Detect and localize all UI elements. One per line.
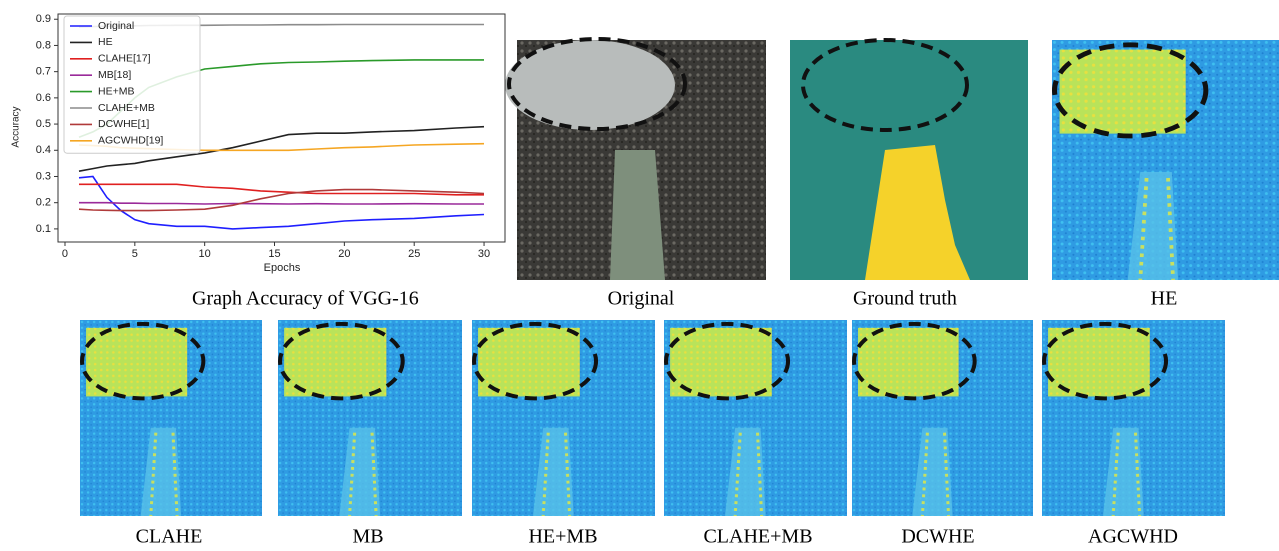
- image-original: [505, 39, 766, 280]
- y-tick-label: 0.2: [36, 197, 51, 209]
- image-clahe-mb: [664, 320, 847, 516]
- y-tick-label: 0.3: [36, 170, 51, 182]
- x-tick-label: 5: [132, 248, 138, 260]
- legend-label: HE: [98, 36, 113, 48]
- y-tick-label: 0.4: [36, 144, 51, 156]
- x-tick-label: 25: [408, 248, 420, 260]
- caption: Graph Accuracy of VGG-16: [192, 288, 419, 310]
- x-tick-label: 0: [62, 248, 68, 260]
- image-clahe: [80, 320, 262, 516]
- legend-label: CLAHE[17]: [98, 53, 151, 65]
- legend-label: AGCWHD[19]: [98, 135, 163, 147]
- caption: Ground truth: [853, 288, 957, 310]
- caption: HE+MB: [528, 526, 597, 548]
- caption: AGCWHD: [1088, 526, 1178, 548]
- caption: CLAHE: [136, 526, 203, 548]
- x-axis-label: Epochs: [264, 262, 301, 274]
- y-axis-label: Accuracy: [11, 106, 22, 147]
- legend-label: Original: [98, 20, 134, 32]
- legend-label: CLAHE+MB: [98, 102, 155, 114]
- image-mb: [278, 320, 462, 516]
- x-tick-label: 10: [199, 248, 211, 260]
- image-he: [1052, 40, 1279, 280]
- legend-label: DCWHE[1]: [98, 118, 149, 130]
- caption: HE: [1151, 288, 1178, 310]
- figure: Graph Accuracy of VGG-16 Original Ground…: [0, 0, 1279, 551]
- caption: Original: [608, 288, 675, 310]
- image-he-mb: [472, 320, 655, 516]
- image-ground-truth: [790, 40, 1028, 280]
- image-agcwhd: [1042, 320, 1225, 516]
- caption: CLAHE+MB: [703, 526, 812, 548]
- y-tick-label: 0.7: [36, 66, 51, 78]
- x-tick-label: 20: [338, 248, 350, 260]
- y-tick-label: 0.5: [36, 118, 51, 130]
- caption: DCWHE: [901, 526, 974, 548]
- y-tick-label: 0.8: [36, 39, 51, 51]
- legend-label: HE+MB: [98, 85, 134, 97]
- image-dcwhe: [852, 320, 1033, 516]
- y-tick-label: 0.6: [36, 92, 51, 104]
- legend-label: MB[18]: [98, 69, 131, 81]
- x-tick-label: 15: [268, 248, 280, 260]
- x-tick-label: 30: [478, 248, 490, 260]
- y-tick-label: 0.1: [36, 223, 51, 235]
- y-tick-label: 0.9: [36, 13, 51, 25]
- caption: MB: [352, 526, 383, 548]
